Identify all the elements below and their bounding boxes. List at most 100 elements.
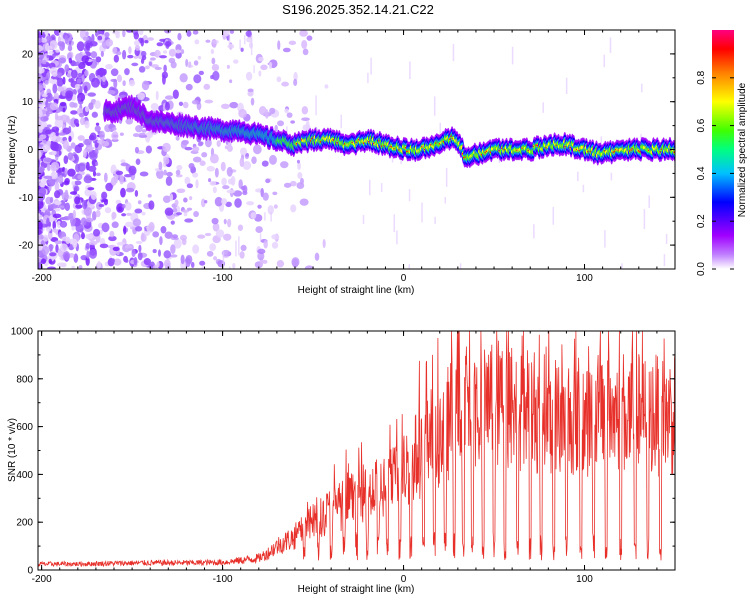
- spectrogram-noise-blob: [226, 189, 236, 194]
- spectrogram-noise-blob: [91, 77, 100, 88]
- spectrogram-noise-blob: [78, 112, 85, 118]
- spectrogram-noise-blob: [184, 146, 193, 151]
- spectrogram-noise-blob: [63, 216, 71, 221]
- colorbar-tick-label: 0.2: [696, 214, 707, 228]
- spectrogram-noise-blob: [127, 54, 134, 59]
- spectrogram-noise-blob: [85, 42, 91, 51]
- spectrogram-noise-blob: [206, 250, 214, 257]
- spectrogram-noise-blob: [95, 68, 104, 78]
- snr-y-tick-label: 0: [27, 566, 33, 577]
- spectrogram-noise-blob: [158, 161, 163, 171]
- spectrogram-noise-blob: [232, 262, 236, 269]
- spectrogram-noise-streak: [396, 230, 398, 245]
- spectrogram-noise-blob: [49, 252, 57, 257]
- spectrogram-noise-blob: [122, 30, 126, 38]
- spectrogram-noise-blob: [211, 217, 219, 225]
- spectrogram-noise-blob: [205, 39, 211, 43]
- spectrogram-noise-blob: [306, 35, 313, 41]
- spectrogram-noise-blob: [132, 218, 142, 227]
- spectrogram-noise-blob: [76, 78, 82, 84]
- spectrogram-noise-streak: [582, 184, 585, 193]
- spectrogram-noise-blob: [64, 167, 68, 176]
- spectrogram-noise-blob: [82, 149, 87, 158]
- spectrogram-noise-blob: [145, 132, 151, 143]
- spectrogram-noise-blob: [47, 179, 56, 187]
- spectrogram-noise-blob: [215, 229, 225, 238]
- spectrogram-noise-blob: [48, 50, 54, 55]
- spectrogram-x-tick-label: 0: [401, 273, 407, 284]
- spectrogram-noise-blob: [133, 31, 140, 40]
- spectrogram-noise-blob: [288, 40, 297, 46]
- spectrogram-noise-blob: [77, 97, 82, 102]
- spectrogram-noise-blob: [186, 183, 194, 189]
- spectrogram-noise-blob: [169, 254, 178, 258]
- spectrogram-noise-blob: [128, 165, 137, 176]
- spectrogram-noise-blob: [260, 64, 268, 71]
- spectrogram-noise-blob: [88, 248, 98, 259]
- spectrogram-noise-blob: [280, 161, 289, 169]
- spectrogram-noise-streak: [370, 57, 372, 75]
- spectrogram-noise-blob: [175, 169, 181, 176]
- spectrogram-noise-blob: [297, 162, 301, 170]
- spectrogram-noise-blob: [281, 81, 289, 87]
- spectrogram-noise-streak: [391, 151, 394, 163]
- spectrogram-noise-blob: [50, 161, 60, 172]
- spectrogram-noise-blob: [242, 161, 252, 170]
- spectrogram-noise-blob: [169, 193, 174, 202]
- spectrogram-noise-blob: [38, 30, 42, 37]
- spectrogram-noise-blob: [175, 135, 180, 141]
- spectrogram-noise-blob: [140, 50, 147, 57]
- spectrogram-noise-blob: [48, 78, 54, 84]
- spectrogram-noise-streak: [393, 214, 396, 233]
- spectrogram-noise-blob: [184, 257, 191, 268]
- spectrogram-noise-blob: [220, 161, 226, 172]
- spectrogram-noise-blob: [223, 233, 232, 241]
- spectrogram-noise-blob: [239, 147, 248, 156]
- spectrogram-noise-blob: [46, 70, 51, 80]
- spectrogram-noise-blob: [94, 125, 101, 132]
- spectrogram-noise-blob: [54, 118, 64, 129]
- spectrogram-noise-blob: [81, 55, 89, 63]
- spectrogram-noise-blob: [115, 32, 120, 39]
- spectrogram-noise-blob: [115, 51, 122, 56]
- spectrogram-noise-blob: [265, 178, 271, 184]
- spectrogram-noise-blob: [61, 236, 71, 242]
- spectrogram-noise-blob: [211, 38, 217, 48]
- spectrogram-noise-streak: [253, 65, 255, 74]
- spectrogram-noise-blob: [47, 266, 56, 269]
- spectrogram-noise-blob: [138, 244, 142, 253]
- spectrogram-noise-blob: [39, 181, 45, 188]
- spectrogram-noise-blob: [137, 252, 143, 261]
- spectrogram-noise-blob: [138, 132, 146, 136]
- spectrogram-noise-blob: [165, 101, 170, 111]
- spectrogram-noise-blob: [38, 120, 47, 127]
- spectrogram-noise-streak: [329, 267, 331, 269]
- spectrogram-noise-blob: [85, 217, 94, 223]
- spectrogram-noise-blob: [52, 83, 58, 94]
- snr-xlabel: Height of straight line (km): [298, 584, 415, 595]
- spectrogram-noise-blob: [283, 182, 292, 188]
- spectrogram-noise-blob: [290, 120, 295, 124]
- spectrogram-noise-blob: [38, 37, 43, 44]
- spectrogram-noise-blob: [174, 49, 182, 54]
- spectrogram-noise-blob: [152, 249, 157, 254]
- spectrogram-noise-blob: [69, 191, 78, 195]
- spectrogram-noise-blob: [123, 225, 127, 235]
- spectrogram-noise-blob: [38, 150, 42, 159]
- colorbar-gradient: [712, 30, 734, 269]
- spectrogram-noise-blob: [100, 140, 110, 147]
- spectrogram-noise-blob: [80, 217, 87, 226]
- spectrogram-noise-blob: [277, 120, 284, 127]
- spectrogram-noise-blob: [132, 133, 140, 138]
- spectrogram-noise-blob: [52, 220, 56, 231]
- spectrogram-noise-blob: [82, 36, 90, 41]
- spectrogram-noise-blob: [245, 30, 252, 37]
- spectrogram-noise-blob: [87, 92, 97, 97]
- spectrogram-noise-blob: [134, 146, 140, 154]
- spectrogram-noise-streak: [665, 233, 668, 245]
- spectrogram-noise-blob: [229, 79, 233, 84]
- spectrogram-noise-blob: [89, 240, 98, 246]
- spectrogram-noise-blob: [247, 88, 254, 93]
- spectrogram-noise-blob: [101, 75, 106, 82]
